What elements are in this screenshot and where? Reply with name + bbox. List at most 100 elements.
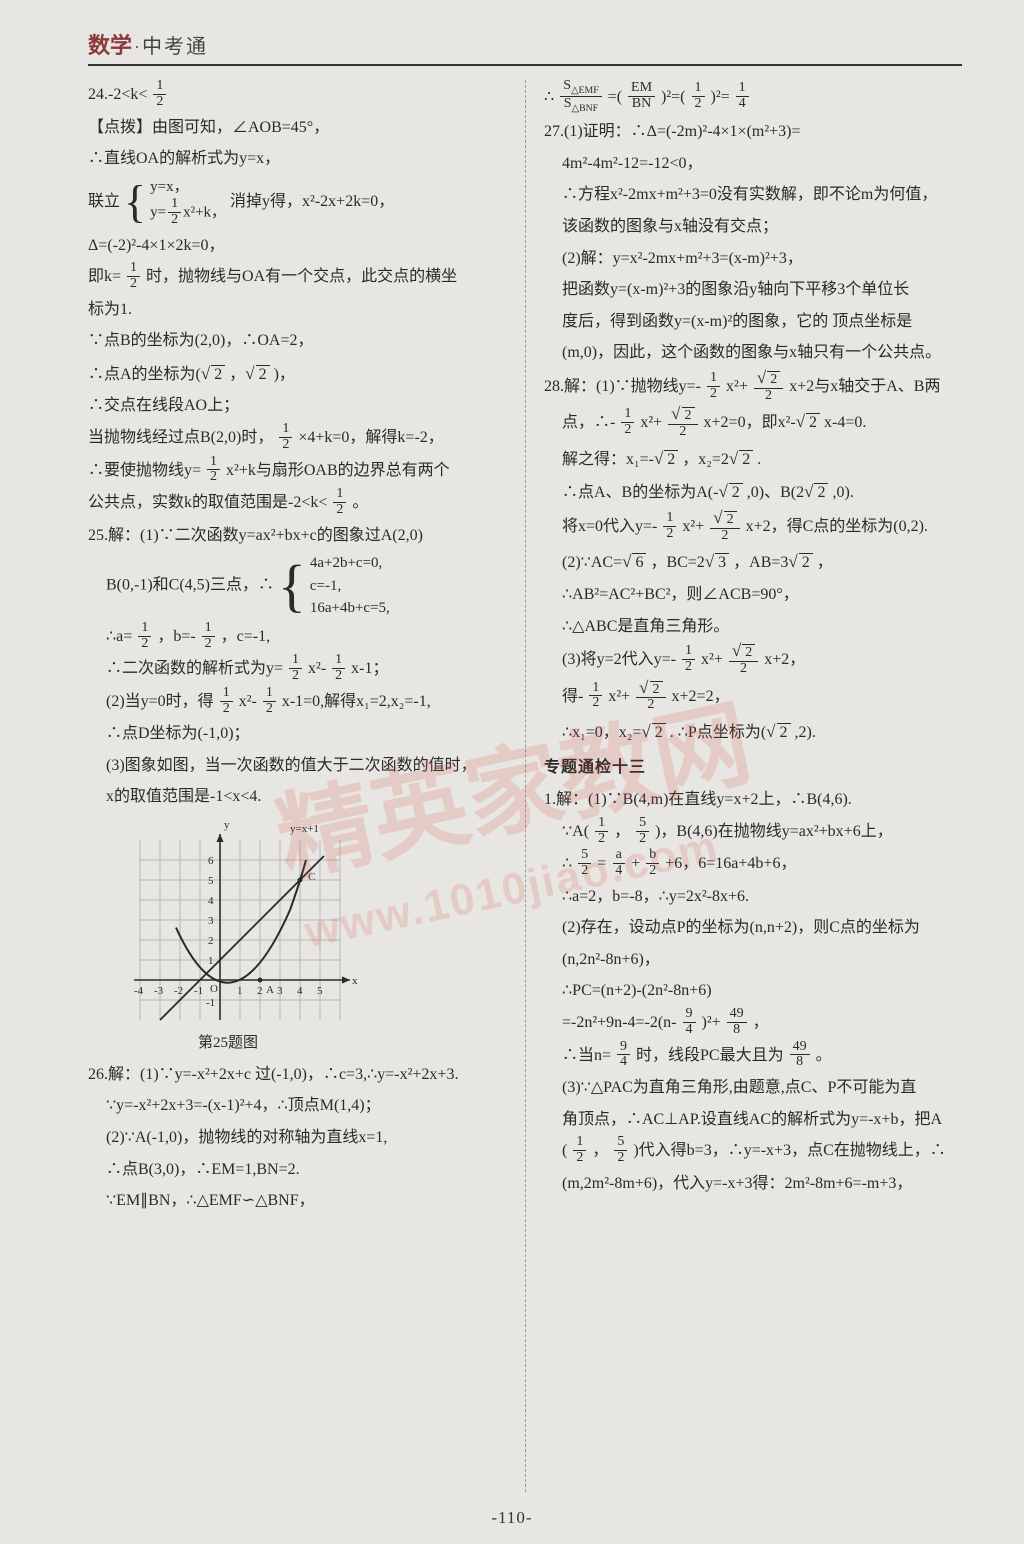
r2: c=-1, [310, 575, 390, 598]
q28-l11: ∴x₁=0，x₂=√2 . ∴P点坐标为(√2 ,2). [544, 716, 962, 748]
header-book: 中考通 [142, 30, 208, 59]
q26-l3: (2)∵A(-1,0)，抛物线的对称轴为直线x=1, [88, 1123, 507, 1153]
q25-caption: 第25题图 [88, 1030, 507, 1058]
frac-1-2: 12 [573, 1135, 586, 1165]
s13-q1-l12: ( 12 ， 52 )代入得b=3，∴y=-x+3，点C在抛物线上，∴ [544, 1136, 962, 1167]
q28-l6: (2)∵AC=√6 ，BC=2√3 ，AB=3√2 ， [544, 546, 962, 578]
s13-q1-l10: (3)∵△PAC为直角三角形,由题意,点C、P不可能为直 [544, 1073, 962, 1103]
svg-text:-1: -1 [194, 985, 203, 997]
text: 。 [816, 1047, 832, 1064]
q24-l7: 标为1. [88, 295, 507, 325]
text: ∴ [544, 88, 554, 105]
frac-1-2: 12 [202, 621, 215, 651]
svg-text:2: 2 [208, 935, 214, 947]
text: ， [614, 823, 630, 840]
page-header: 数学 · 中考通 [88, 28, 962, 66]
q28-l9: (3)将y=2代入y=- 12 x²+ √22 x+2， [544, 643, 962, 677]
header-subject: 数学 [88, 28, 132, 60]
text: x²+ [701, 651, 723, 668]
q25-p3a: (3)图象如图，当一次函数的值大于二次函数的值时， [88, 751, 507, 781]
s13-q1-l13: (m,2m²-8m+6)，代入y=-x+3得：2m²-8m+6=-m+3， [544, 1169, 962, 1199]
text: = [597, 855, 606, 872]
text: ，c=-1, [221, 628, 270, 645]
frac-49-8: 498 [790, 1040, 810, 1070]
text: 消掉y得，x²-2x+2k=0， [230, 193, 394, 210]
q25-p2: (2)当y=0时，得 12 x²- 12 x-1=0,解得x₁=2,x₂=-1, [88, 687, 507, 718]
frac-1-2: 12 [138, 621, 151, 651]
svg-text:O: O [210, 983, 218, 995]
frac-1-2: 12 [207, 455, 220, 485]
page: 数学 · 中考通 24.-2<k< 12 【点拨】由图可知，∠AOB=45°， … [0, 0, 1024, 1544]
frac-1-2: 12 [663, 511, 676, 541]
s13-q1-l2: ∵A( 12 ， 52 )，B(4,6)在抛物线y=ax²+bx+6上， [544, 817, 962, 848]
frac-rt2-2: √22 [710, 509, 739, 543]
text: x²+ [726, 378, 748, 395]
text: x²+k与扇形OAB的边界总有两个 [226, 462, 450, 479]
q28-l4: ∴点A、B的坐标为A(-√2 ,0)、B(2√2 ,0). [544, 476, 962, 508]
text: 得- [562, 687, 583, 704]
q25-figure: x y O A C y=x+1 123 456 -4-3-2-1 123 45 … [124, 818, 364, 1028]
q27-l2: 4m²-4m²-12=-12<0， [544, 149, 962, 179]
header-dot: · [134, 37, 140, 58]
r3: 16a+4b+c=5, [310, 597, 390, 620]
q27-l5: (2)解：y=x²-2mx+m²+3=(x-m)²+3， [544, 244, 962, 274]
text: ∴a= [106, 628, 132, 645]
text: 28.解：(1)∵抛物线y=- [544, 378, 701, 395]
s13-q1-l4: ∴a=2，b=-8，∴y=2x²-8x+6. [544, 882, 962, 912]
section-title-13: 专题通检十三 [544, 753, 962, 783]
q26-l5: ∵EM∥BN，∴△EMF∽△BNF， [88, 1186, 507, 1216]
text: =-2n²+9n-4=-2(n- [562, 1014, 677, 1031]
text: ∴要使抛物线y= [88, 462, 201, 479]
svg-text:4: 4 [208, 895, 214, 907]
text: 联立 [88, 193, 120, 210]
q24-system: 联立 { y=x， y=12x²+k， 消掉y得，x²-2x+2k=0， [88, 176, 507, 229]
q24-k: 即k= 12 时，抛物线与OA有一个交点，此交点的横坐 [88, 262, 507, 293]
right-column: ∴ S△EMFS△BNF =( EMBN )²=( 12 )²= 14 27.(… [525, 80, 962, 1492]
frac-rt2-2: √22 [754, 369, 783, 403]
frac-1-2: 12 [263, 686, 276, 716]
frac-9-4: 94 [617, 1040, 630, 1070]
frac-5-2: 52 [636, 816, 649, 846]
text: x+2=0，即x²-√2 x-4=0. [704, 414, 867, 431]
text: x+2与x轴交于A、B两 [789, 378, 940, 395]
text: ， [592, 1142, 608, 1159]
q24-l9: ∴点A的坐标为(√2 ，√2 )， [88, 358, 507, 390]
brace-3rows: { 4a+2b+c=0, c=-1, 16a+4b+c=5, [278, 552, 390, 620]
q28-l7: ∴AB²=AC²+BC²，则∠ACB=90°， [544, 580, 962, 610]
text: 时，线段PC最大且为 [636, 1047, 784, 1064]
q24-l3: ∴直线OA的解析式为y=x， [88, 144, 507, 174]
text: 公共点，实数k的取值范围是-2<k< [88, 494, 327, 511]
q28-l5: 将x=0代入y=- 12 x²+ √22 x+2，得C点的坐标为(0,2). [544, 510, 962, 544]
frac-1-2: 12 [682, 644, 695, 674]
svg-text:6: 6 [208, 855, 214, 867]
frac-5-2: 52 [614, 1135, 627, 1165]
text: )，B(4,6)在抛物线y=ax²+bx+6上， [655, 823, 893, 840]
s13-q1-l3: ∴ 52 = a4 + b2 +6，6=16a+4b+6， [544, 849, 962, 880]
svg-text:3: 3 [208, 915, 214, 927]
q26-l4: ∴点B(3,0)，∴EM=1,BN=2. [88, 1155, 507, 1185]
text: B(0,-1)和C(4,5)三点，∴ [106, 577, 274, 594]
sys-row1: y=x， [150, 176, 226, 199]
text: x+2， [764, 651, 805, 668]
frac-rt2-2: √22 [636, 679, 665, 713]
text: x²+ [682, 518, 704, 535]
left-column: 24.-2<k< 12 【点拨】由图可知，∠AOB=45°， ∴直线OA的解析式… [88, 80, 525, 1492]
text: (3)将y=2代入y=- [562, 651, 676, 668]
svg-text:2: 2 [257, 985, 263, 997]
frac-9-4: 94 [683, 1007, 696, 1037]
svg-text:-4: -4 [134, 985, 144, 997]
s13-q1-l6: (n,2n²-8n+6)， [544, 945, 962, 975]
svg-text:-1: -1 [206, 997, 215, 1009]
text: + [631, 855, 640, 872]
q25-l1: 25.解：(1)∵二次函数y=ax²+bx+c的图象过A(2,0) [88, 521, 507, 551]
q25-p3b: x的取值范围是-1<x<4. [88, 782, 507, 812]
text: x+2，得C点的坐标为(0,2). [746, 518, 928, 535]
text: x+2=2， [672, 687, 730, 704]
text: ∴ [562, 855, 572, 872]
frac-1-2: 12 [332, 653, 345, 683]
frac-1-2: 12 [153, 79, 166, 109]
r1: 4a+2b+c=0, [310, 552, 390, 575]
q26-l2: ∵y=-x²+2x+3=-(x-1)²+4，∴顶点M(1,4)； [88, 1091, 507, 1121]
q27-l6: 把函数y=(x-m)²+3的图象沿y轴向下平移3个单位长 [544, 275, 962, 305]
svg-text:4: 4 [297, 985, 303, 997]
